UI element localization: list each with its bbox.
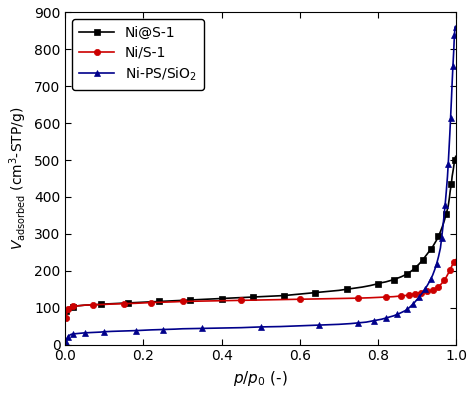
Line: Ni-PS/SiO$_2$: Ni-PS/SiO$_2$	[63, 23, 459, 345]
Ni/S-1	[199, 299, 205, 303]
Ni@S-1	[328, 289, 334, 293]
Ni-PS/SiO$_2$	[410, 302, 416, 307]
Ni/S-1	[420, 290, 426, 295]
Ni@S-1	[453, 154, 458, 159]
Ni/S-1	[375, 295, 381, 300]
Y-axis label: $V_\mathrm{adsorbed}$ (cm$^3$-STP/g): $V_\mathrm{adsorbed}$ (cm$^3$-STP/g)	[7, 107, 28, 250]
Ni-PS/SiO$_2$	[364, 320, 369, 325]
Ni@S-1	[180, 298, 185, 303]
Ni-PS/SiO$_2$	[63, 339, 69, 344]
Ni@S-1	[203, 297, 209, 302]
Ni-PS/SiO$_2$	[199, 326, 205, 331]
Line: Ni/S-1: Ni/S-1	[63, 257, 459, 321]
Ni-PS/SiO$_2$	[453, 25, 458, 30]
Ni-PS/SiO$_2$	[172, 327, 178, 331]
Ni/S-1	[172, 299, 178, 304]
Line: Ni@S-1: Ni@S-1	[63, 153, 459, 314]
Ni@S-1	[211, 297, 217, 301]
Ni-PS/SiO$_2$	[452, 24, 458, 29]
Legend: Ni@S-1, Ni/S-1, Ni-PS/SiO$_2$: Ni@S-1, Ni/S-1, Ni-PS/SiO$_2$	[72, 19, 204, 90]
Ni/S-1	[453, 258, 458, 262]
Ni@S-1	[426, 250, 431, 254]
X-axis label: $p/p_0$ (-): $p/p_0$ (-)	[233, 369, 288, 388]
Ni/S-1	[452, 258, 458, 263]
Ni-PS/SiO$_2$	[367, 319, 373, 324]
Ni@S-1	[430, 245, 436, 249]
Ni-PS/SiO$_2$	[434, 262, 439, 267]
Ni/S-1	[391, 294, 396, 299]
Ni@S-1	[63, 309, 69, 314]
Ni/S-1	[63, 316, 69, 320]
